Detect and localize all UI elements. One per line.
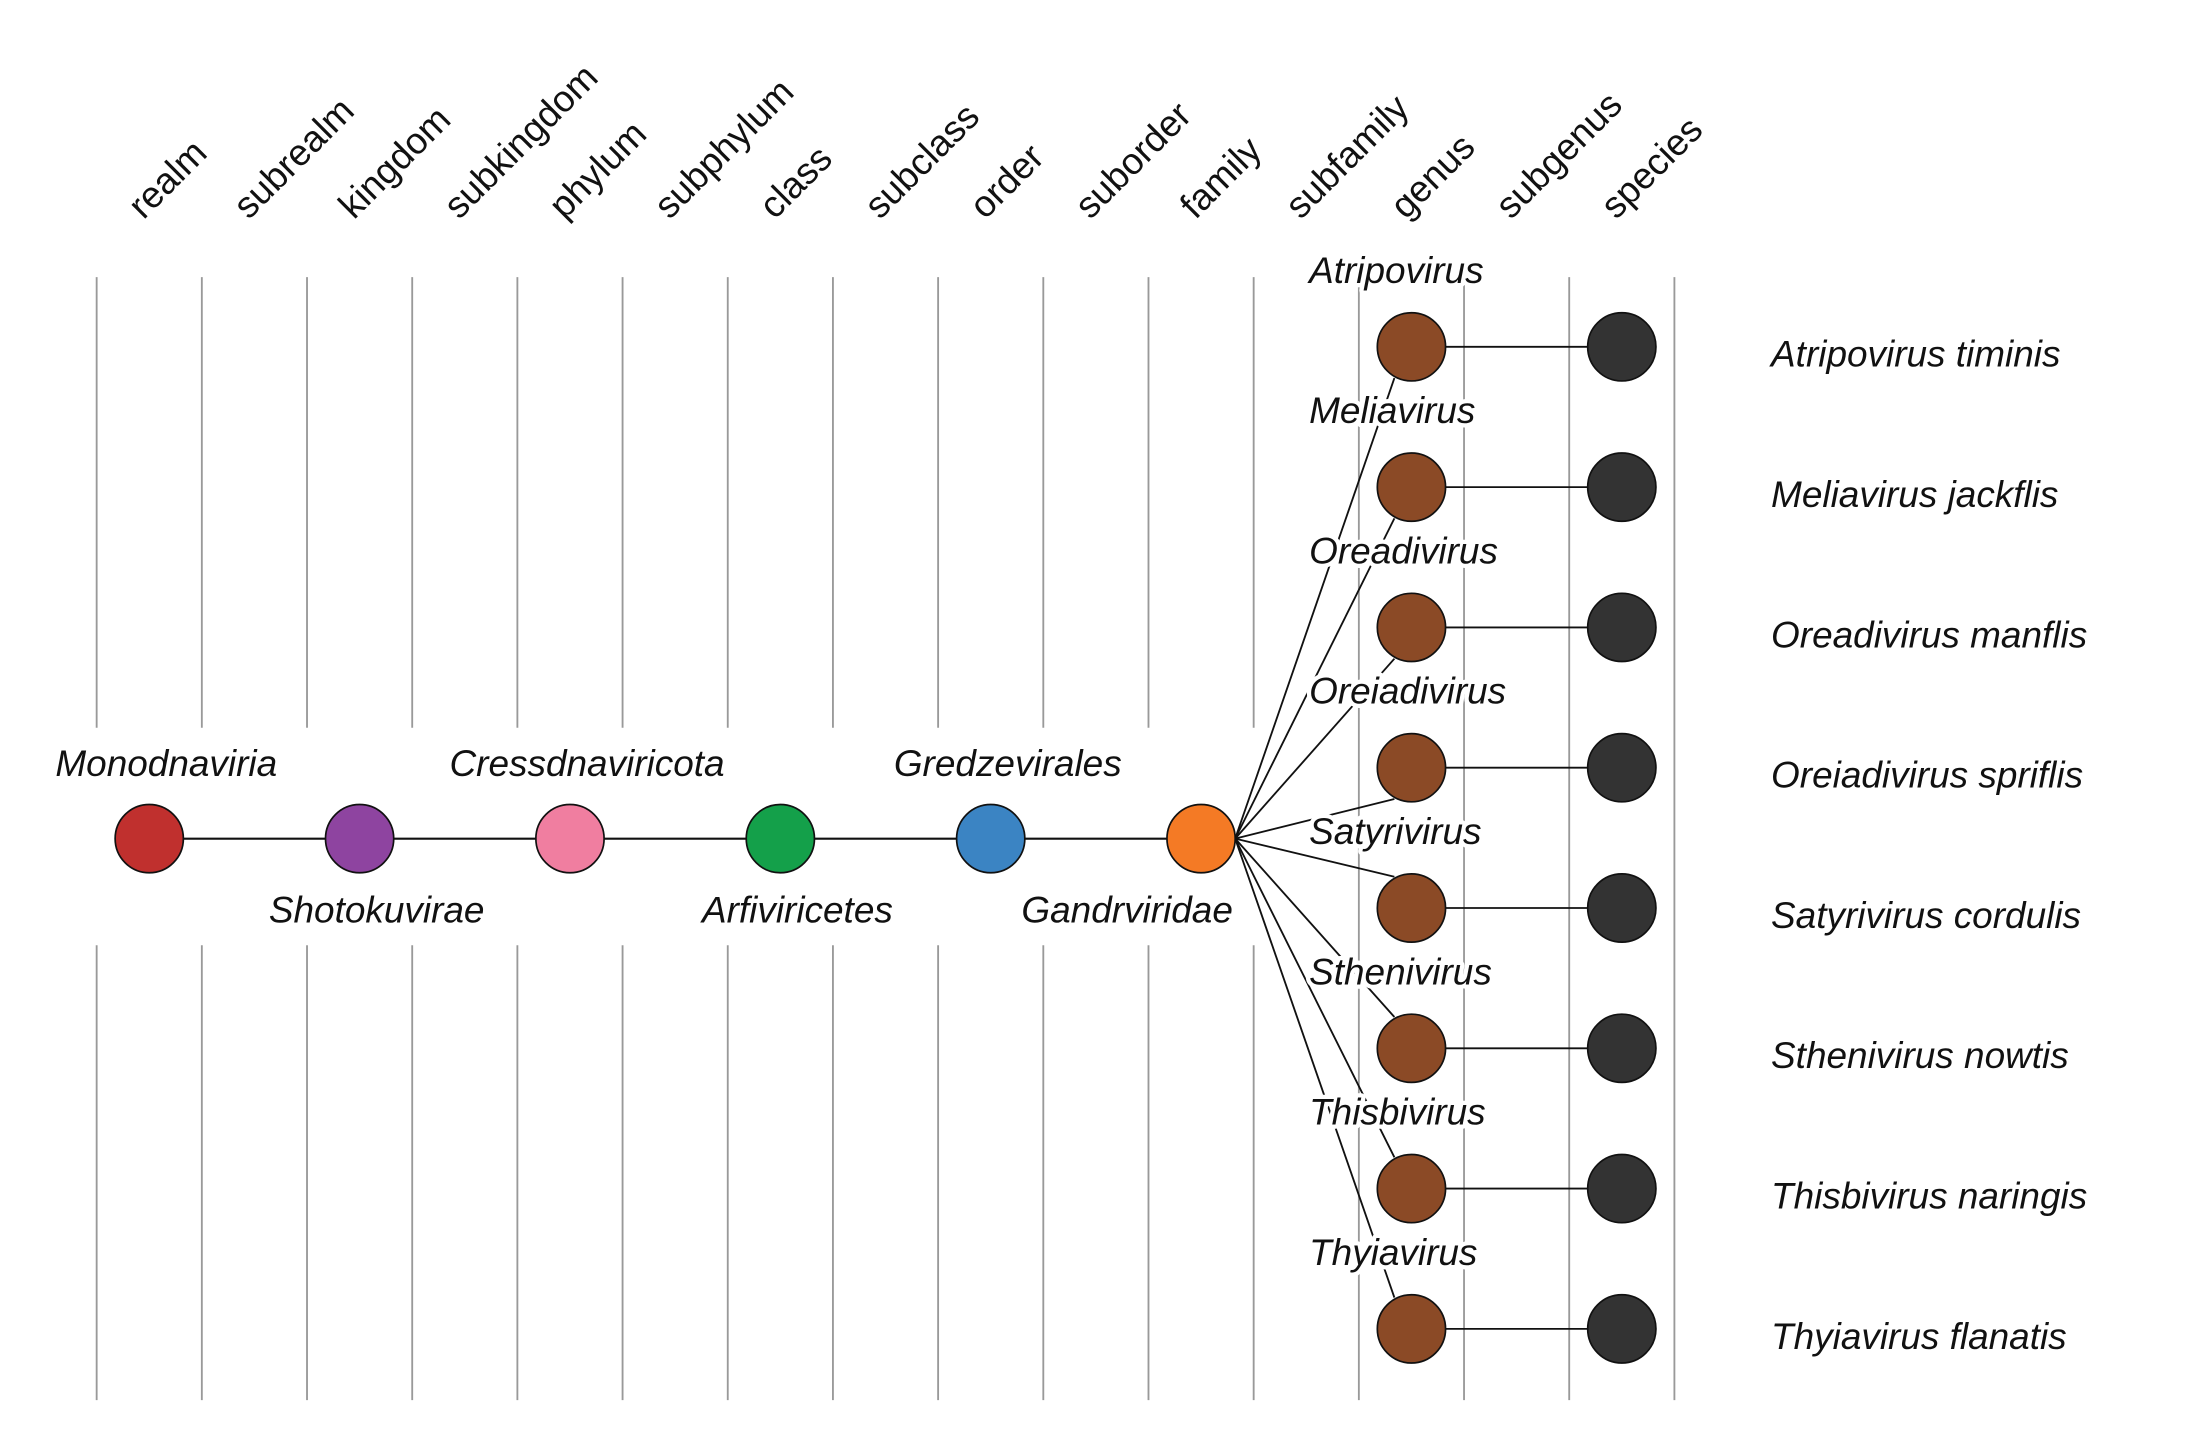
family-genus-edge — [1234, 798, 1395, 840]
species-label: Oreadivirus manflis — [1771, 614, 2087, 655]
rank-grid — [95, 277, 1676, 1401]
genus-label: Oreadivirus — [1309, 530, 1498, 571]
family-genus-edge — [1234, 838, 1396, 1158]
taxon-label: Shotokuvirae — [269, 889, 485, 930]
genus-label: Meliavirus — [1309, 390, 1475, 431]
rank-header: genus — [1382, 126, 1482, 226]
species-node — [1586, 1293, 1657, 1364]
genus-label: Satyrivirus — [1309, 811, 1481, 852]
species-node — [1586, 732, 1657, 803]
species-node — [1586, 1153, 1657, 1224]
taxon-label: Cressdnaviricota — [449, 743, 724, 784]
taxon-label: Gandrviridae — [1021, 889, 1232, 930]
species-label: Satyrivirus cordulis — [1771, 895, 2081, 936]
family-genus-edge — [1234, 837, 1395, 878]
species-label: Sthenivirus nowtis — [1771, 1035, 2069, 1076]
taxon-node — [324, 803, 395, 874]
rank-header: family — [1172, 128, 1270, 226]
genus-node — [1376, 873, 1447, 943]
genus-label: Sthenivirus — [1309, 951, 1492, 992]
rank-header: suborder — [1067, 94, 1199, 226]
family-genus-edge — [1234, 377, 1396, 839]
rank-header: order — [962, 136, 1052, 226]
species-node — [1586, 311, 1657, 382]
genus-label: Thyiavirus — [1309, 1232, 1477, 1273]
family-genus-edge — [1234, 658, 1396, 840]
species-node — [1586, 1013, 1657, 1084]
species-label: Thisbivirus naringis — [1771, 1175, 2087, 1216]
taxon-label: Arfiviricetes — [700, 889, 893, 930]
species-label: Thyiavirus flanatis — [1771, 1316, 2067, 1357]
taxon-node — [114, 803, 185, 874]
genus-label: Thisbivirus — [1309, 1092, 1486, 1133]
taxon-node — [955, 803, 1026, 874]
genus-label: Atripovirus — [1307, 250, 1483, 291]
species-label: Oreiadivirus spriflis — [1771, 755, 2083, 796]
genus-label: Oreiadivirus — [1309, 671, 1506, 712]
genus-node — [1376, 732, 1447, 803]
labels: realm subrealmkingdomsubkingdomphylumsubp… — [51, 56, 2087, 1357]
genus-node — [1376, 1293, 1447, 1364]
nodes — [114, 311, 1657, 1364]
taxon-node — [745, 803, 816, 874]
taxon-label: Gredzevirales — [894, 743, 1122, 784]
rank-header: subclass — [857, 95, 988, 226]
family-genus-edge — [1234, 517, 1396, 840]
taxon-node — [1166, 803, 1237, 874]
species-node — [1586, 873, 1657, 943]
species-label: Meliavirus jackflis — [1771, 474, 2058, 515]
rank-header: class — [751, 137, 839, 225]
species-node — [1586, 592, 1657, 663]
taxon-node — [535, 803, 605, 874]
genus-node — [1376, 592, 1447, 663]
family-genus-edge — [1234, 838, 1396, 1018]
genus-node — [1376, 452, 1447, 523]
genus-node — [1376, 1013, 1447, 1084]
rank-header: realm — [120, 132, 214, 226]
taxon-label: Monodnaviria — [55, 743, 277, 784]
edges — [149, 345, 1622, 1330]
family-genus-edge — [1234, 838, 1396, 1298]
genus-node — [1376, 1153, 1447, 1224]
species-label: Atripovirus timinis — [1769, 334, 2060, 375]
species-node — [1586, 452, 1657, 523]
genus-node — [1376, 311, 1447, 382]
